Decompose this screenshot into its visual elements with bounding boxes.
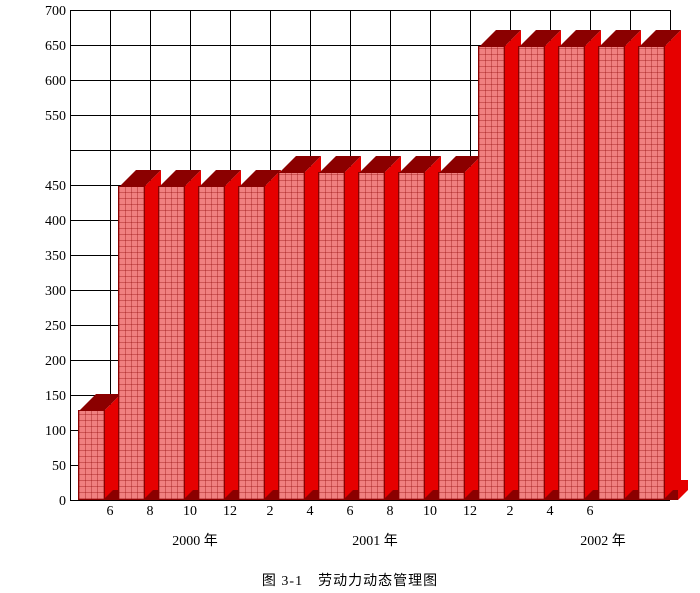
bar (278, 174, 303, 500)
bar (238, 188, 263, 500)
chart-container: 0 50 100 150 200 250 300 350 400 450 550… (0, 0, 700, 593)
x-tick-label: 6 (330, 505, 370, 519)
y-tick-label: 600 (30, 75, 66, 89)
y-tick-label: 200 (30, 355, 66, 369)
bar (478, 48, 503, 500)
x-tick-label: 8 (130, 505, 170, 519)
x-tick-label: 8 (370, 505, 410, 519)
y-tick-label: 300 (30, 285, 66, 299)
bar (518, 48, 543, 500)
x-tick-label: 10 (170, 505, 210, 519)
y-tick-label: 550 (30, 110, 66, 124)
plot-area (70, 10, 670, 500)
x-tick-label: 2 (490, 505, 530, 519)
year-label: 2000 年 (130, 535, 260, 549)
y-tick-label: 650 (30, 40, 66, 54)
x-tick-label: 4 (530, 505, 570, 519)
bar (558, 48, 583, 500)
y-tick-label: 350 (30, 250, 66, 264)
y-tick-label: 0 (30, 495, 66, 509)
y-tick-label: 450 (30, 180, 66, 194)
y-tick-label: 400 (30, 215, 66, 229)
bar (318, 174, 343, 500)
x-tick-label: 6 (90, 505, 130, 519)
year-label: 2002 年 (538, 535, 668, 549)
x-tick-label: 2 (250, 505, 290, 519)
chart-caption: 图 3-1 劳动力动态管理图 (0, 570, 700, 590)
x-tick-label: 12 (450, 505, 490, 519)
x-tick-label: 12 (210, 505, 250, 519)
bar (398, 174, 423, 500)
bar (638, 48, 663, 500)
y-tick-label: 50 (30, 460, 66, 474)
y-tick-label: 150 (30, 390, 66, 404)
x-tick-label: 4 (290, 505, 330, 519)
x-tick-label: 6 (570, 505, 610, 519)
bar (438, 174, 463, 500)
y-tick-label: 250 (30, 320, 66, 334)
y-tick-label: 100 (30, 425, 66, 439)
bar (598, 48, 623, 500)
bar (118, 188, 143, 500)
bar (158, 188, 183, 500)
year-label: 2001 年 (310, 535, 440, 549)
bar (78, 412, 103, 500)
x-tick-label: 10 (410, 505, 450, 519)
bar (358, 174, 383, 500)
y-tick-label: 700 (30, 5, 66, 19)
bar (198, 188, 223, 500)
